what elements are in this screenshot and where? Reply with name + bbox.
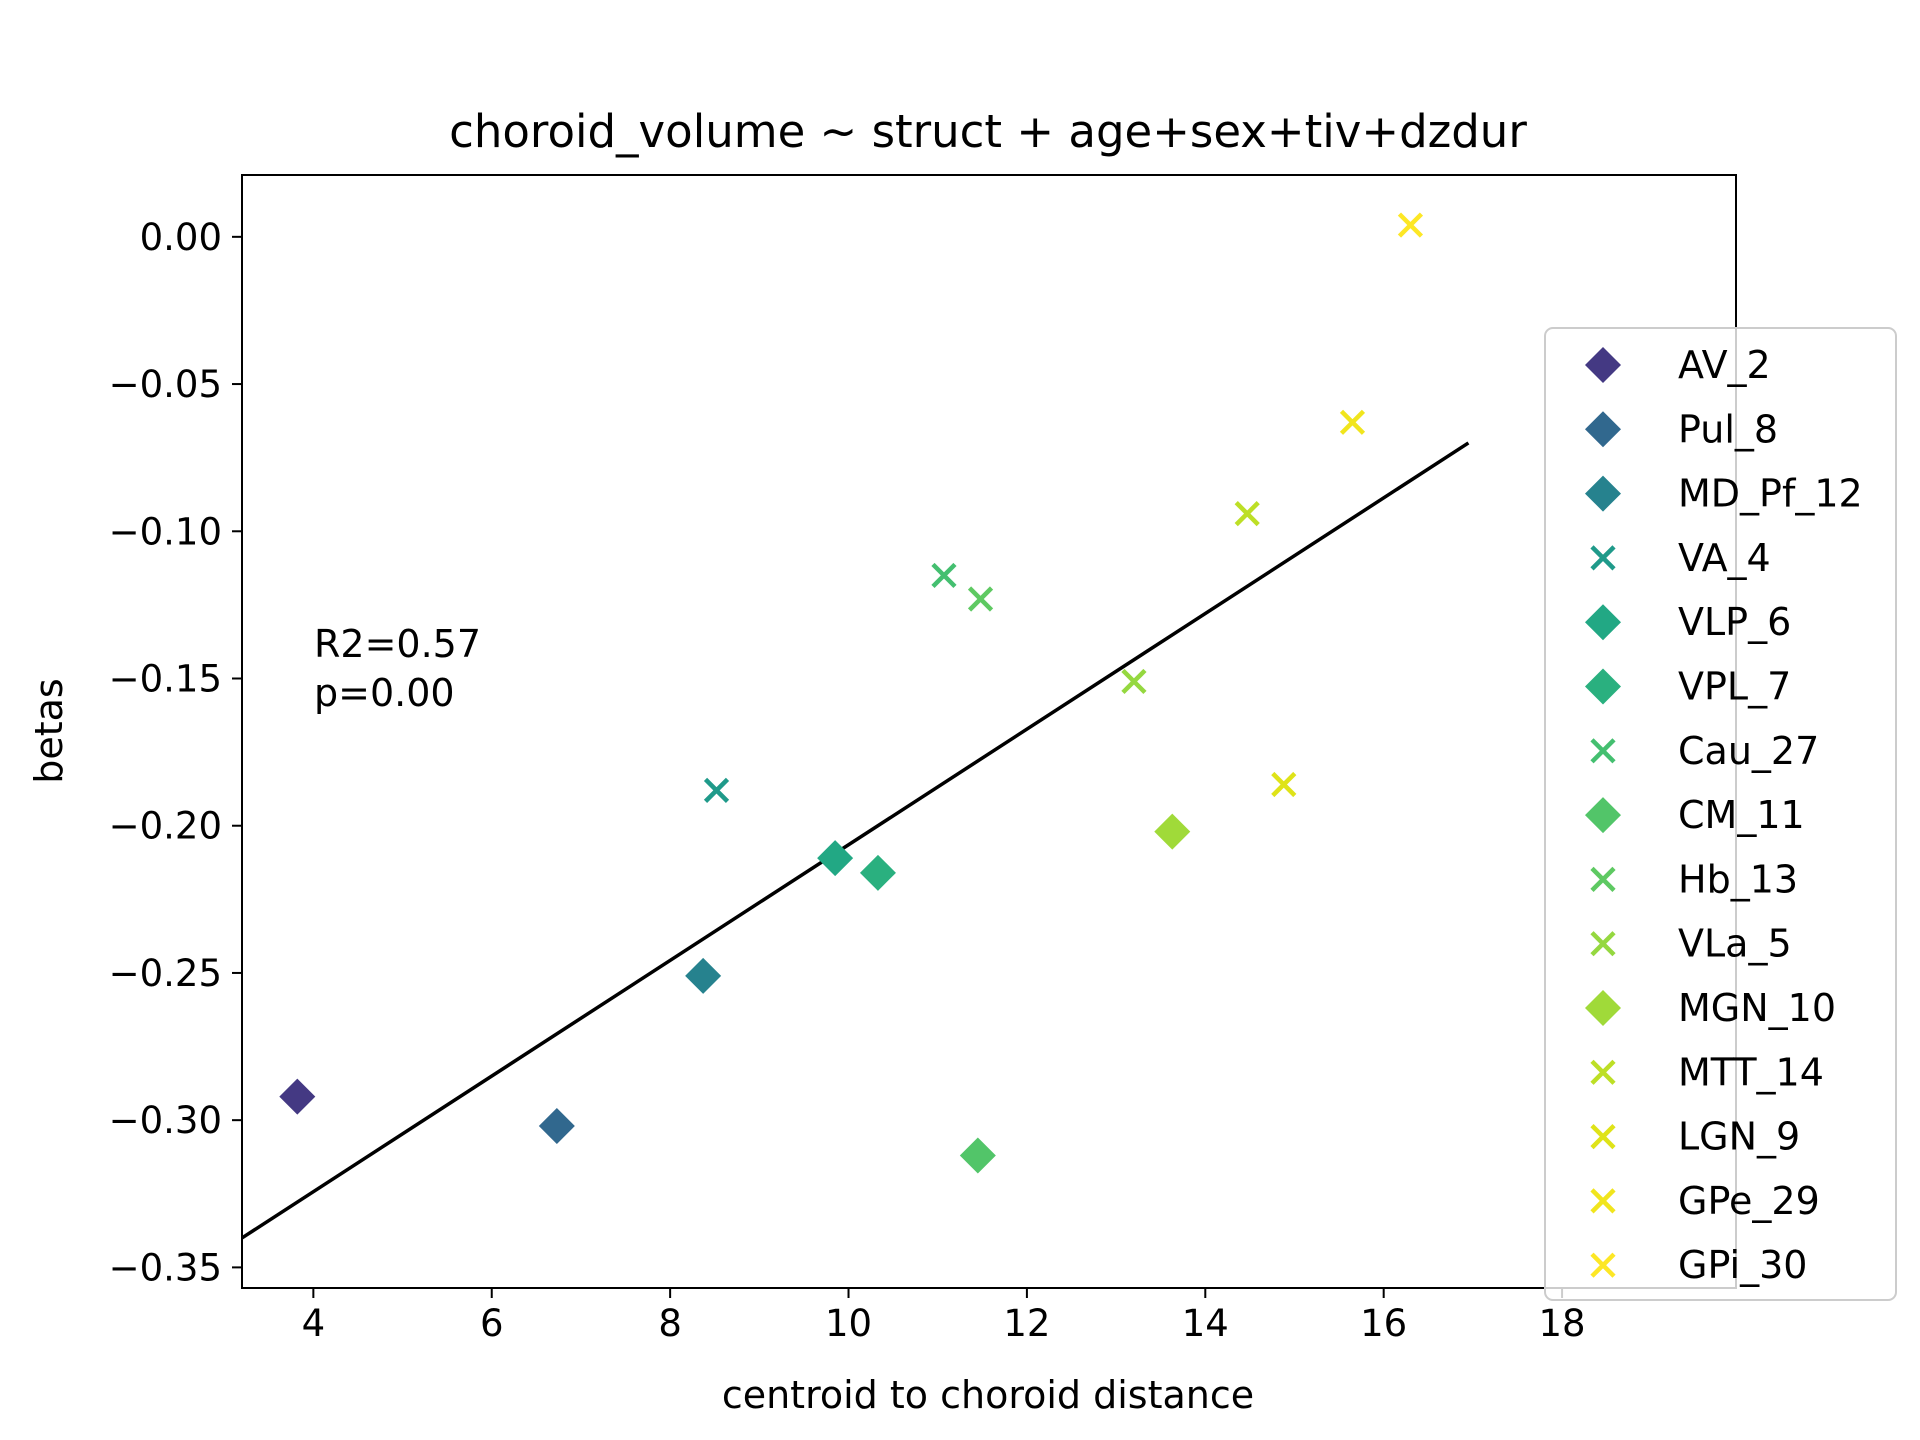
legend-label: Hb_13	[1678, 857, 1798, 901]
p-value-annotation: p=0.00	[314, 671, 455, 715]
legend-item-cm-11: CM_11	[1585, 793, 1805, 837]
legend-label: MGN_10	[1678, 986, 1836, 1030]
legend-label: LGN_9	[1678, 1115, 1800, 1159]
legend-item-av-2: AV_2	[1585, 343, 1771, 387]
legend-marker	[1590, 1124, 1616, 1150]
x-tick-label: 4	[302, 1302, 326, 1345]
legend-item-va-4: VA_4	[1590, 536, 1771, 580]
data-point-vla-5	[1121, 668, 1147, 695]
legend-marker	[1585, 668, 1621, 705]
data-point-lgn-9	[1271, 771, 1297, 798]
legend-marker	[1585, 604, 1621, 641]
legend-item-md-pf-12: MD_Pf_12	[1585, 472, 1863, 516]
regression-line	[241, 441, 1470, 1240]
legend-marker	[1590, 1252, 1616, 1278]
legend-item-gpi-30: GPi_30	[1590, 1243, 1807, 1287]
y-axis-ticks: 0.00 −0.05 −0.10 −0.15 −0.20 −0.25 −0.30 −0.35	[109, 216, 242, 1289]
legend-label: VPL_7	[1678, 665, 1791, 709]
legend-label: VLa_5	[1678, 922, 1792, 966]
y-tick-label: −0.30	[109, 1099, 222, 1142]
legend-label: MTT_14	[1678, 1050, 1824, 1094]
x-tick-label: 6	[480, 1302, 504, 1345]
x-tick-label: 18	[1539, 1302, 1586, 1345]
data-point-hb-13	[967, 586, 994, 612]
y-tick-label: −0.25	[109, 952, 222, 995]
chart-title: choroid_volume ~ struct + age+sex+tiv+dz…	[449, 105, 1527, 158]
legend-marker	[1585, 797, 1621, 834]
legend-label: GPe_29	[1678, 1179, 1820, 1223]
legend-label: MD_Pf_12	[1678, 472, 1863, 516]
data-point-cm-11	[959, 1137, 996, 1174]
legend-item-vlp-6: VLP_6	[1585, 600, 1791, 644]
x-tick-label: 12	[1003, 1302, 1050, 1345]
data-point-av-2	[279, 1078, 316, 1115]
legend-label: VLP_6	[1678, 600, 1791, 644]
legend-item-mgn-10: MGN_10	[1585, 986, 1836, 1030]
fit-line-layer	[241, 441, 1470, 1240]
y-tick-label: −0.05	[109, 363, 222, 406]
legend: AV_2 Pul_8 MD_Pf_12 VA_4 VLP_6 VPL_7 Cau_27 CM_…	[1544, 327, 1897, 1301]
x-tick-label: 16	[1360, 1302, 1407, 1345]
legend-marker	[1590, 738, 1616, 764]
data-point-gpe-29	[1339, 409, 1366, 435]
legend-marker	[1585, 990, 1621, 1026]
legend-entries: AV_2 Pul_8 MD_Pf_12 VA_4 VLP_6 VPL_7 Cau_27 CM_…	[1585, 343, 1863, 1287]
legend-marker	[1590, 545, 1616, 571]
legend-marker	[1585, 411, 1621, 448]
y-tick-label: −0.10	[109, 510, 222, 553]
legend-label: AV_2	[1678, 343, 1771, 387]
legend-marker	[1590, 866, 1616, 892]
legend-item-pul-8: Pul_8	[1585, 407, 1778, 451]
x-tick-label: 14	[1182, 1302, 1229, 1345]
legend-marker	[1585, 475, 1621, 512]
data-point-va-4	[703, 777, 730, 803]
legend-marker	[1590, 1188, 1616, 1214]
legend-item-hb-13: Hb_13	[1590, 857, 1798, 901]
data-point-mgn-10	[1154, 813, 1191, 850]
data-point-mtt-14	[1234, 501, 1260, 527]
data-point-gpi-30	[1397, 212, 1424, 238]
y-tick-label: 0.00	[140, 216, 222, 259]
legend-marker	[1590, 1059, 1616, 1085]
legend-marker	[1585, 347, 1621, 383]
legend-item-lgn-9: LGN_9	[1590, 1115, 1800, 1159]
legend-item-mtt-14: MTT_14	[1590, 1050, 1824, 1094]
legend-label: CM_11	[1678, 793, 1805, 837]
legend-item-cau-27: Cau_27	[1590, 729, 1819, 773]
legend-item-vpl-7: VPL_7	[1585, 665, 1791, 709]
x-axis-label: centroid to choroid distance	[722, 1373, 1254, 1417]
legend-label: Pul_8	[1678, 407, 1778, 451]
legend-frame	[1544, 327, 1897, 1301]
data-points-layer	[279, 212, 1424, 1174]
y-axis-label: betas	[27, 678, 71, 783]
data-point-md-pf-12	[685, 957, 722, 994]
legend-item-gpe-29: GPe_29	[1590, 1179, 1820, 1223]
y-tick-label: −0.20	[109, 805, 222, 848]
data-point-pul-8	[538, 1108, 575, 1145]
data-point-cau-27	[931, 562, 957, 589]
y-tick-label: −0.35	[109, 1246, 222, 1289]
legend-label: VA_4	[1678, 536, 1771, 580]
x-tick-label: 8	[658, 1302, 682, 1345]
y-tick-label: −0.15	[109, 658, 222, 701]
x-axis-ticks: 4 6 8 10 12 14 16 18	[302, 1288, 1586, 1345]
x-tick-label: 10	[825, 1302, 872, 1345]
legend-marker	[1590, 931, 1616, 957]
legend-label: GPi_30	[1678, 1243, 1807, 1287]
data-point-vpl-7	[859, 854, 896, 891]
data-point-vlp-6	[817, 840, 854, 877]
legend-label: Cau_27	[1678, 729, 1819, 773]
legend-item-vla-5: VLa_5	[1590, 922, 1792, 966]
r2-annotation: R2=0.57	[314, 622, 481, 666]
